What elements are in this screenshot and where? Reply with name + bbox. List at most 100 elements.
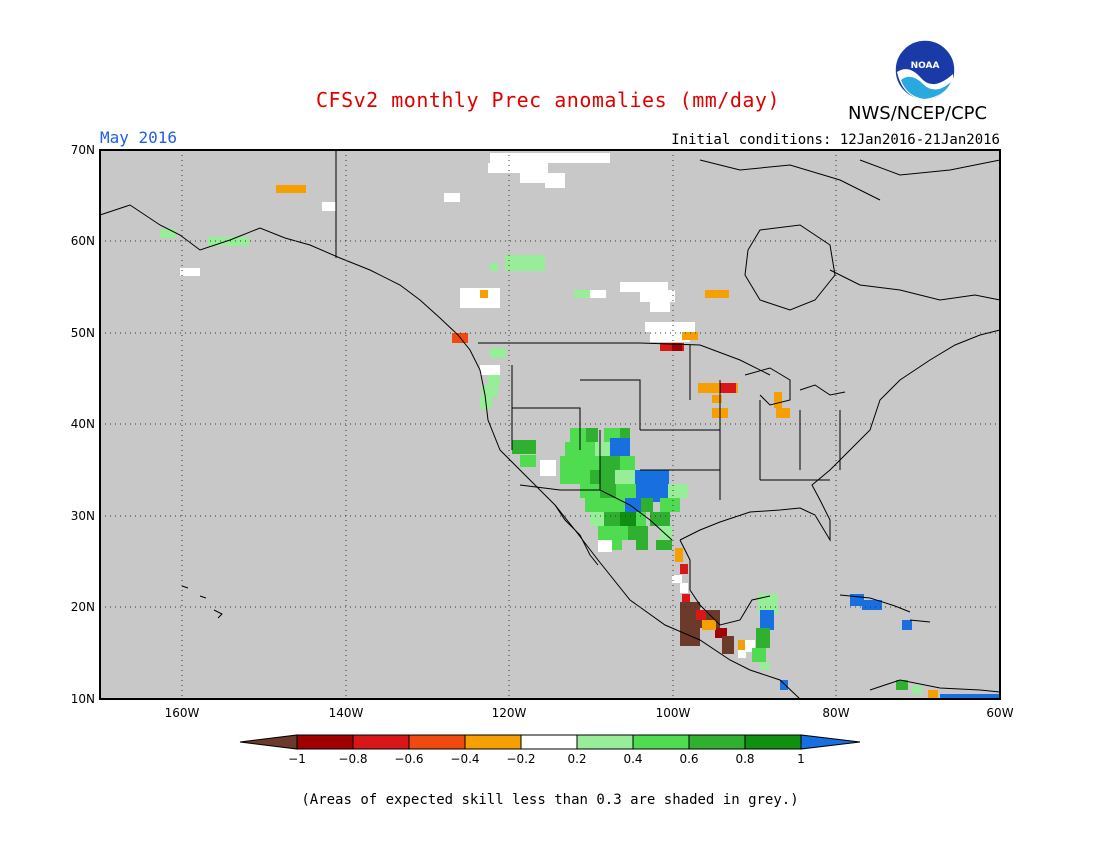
anomaly-cell <box>480 290 488 298</box>
anomaly-cell <box>656 540 672 550</box>
noaa-logo: NOAA <box>894 39 956 101</box>
colorbar-right-arrow <box>800 734 861 750</box>
colorbar-tick-label: −0.4 <box>450 752 479 766</box>
colorbar-tick-label: −1 <box>288 752 306 766</box>
lat-label: 20N <box>71 600 95 614</box>
anomaly-cell <box>640 290 675 302</box>
anomaly-cell <box>160 229 176 238</box>
lon-label: 140W <box>329 706 364 720</box>
anomaly-cell <box>650 512 670 526</box>
anomaly-cell <box>752 648 766 662</box>
anomaly-cell <box>590 470 615 484</box>
anomaly-cell <box>490 153 610 163</box>
colorbar <box>239 734 861 750</box>
lat-label: 60N <box>71 234 95 248</box>
map-frame <box>99 149 1001 700</box>
anomaly-cell <box>505 263 545 271</box>
anomaly-cell <box>636 540 648 550</box>
anomaly-cell <box>672 343 682 351</box>
colorbar-tick-label: 1 <box>797 752 805 766</box>
anomaly-cell <box>512 440 536 454</box>
anomaly-cell <box>680 602 700 646</box>
anomaly-cell <box>620 282 668 292</box>
lon-label: 100W <box>656 706 691 720</box>
anomaly-cell <box>488 163 548 173</box>
anomaly-cell <box>738 650 746 658</box>
colorbar-tick-label: 0.2 <box>567 752 586 766</box>
anomaly-cell <box>540 460 556 476</box>
anomaly-cell <box>615 470 635 484</box>
anomaly-cell <box>760 662 770 670</box>
lat-label: 70N <box>71 143 95 157</box>
anomaly-cell <box>595 442 610 456</box>
anomaly-cell <box>585 498 625 512</box>
anomaly-cell <box>322 202 336 211</box>
anomaly-cell <box>902 620 912 630</box>
anomaly-cell <box>756 628 770 648</box>
gridlines <box>100 150 1000 699</box>
anomaly-cell <box>912 686 922 694</box>
anomaly-cell <box>505 255 545 263</box>
anomaly-cell <box>586 428 598 442</box>
initial-conditions: Initial conditions: 12Jan2016-21Jan2016 <box>671 132 1000 148</box>
colorbar-tick-label: 0.8 <box>735 752 754 766</box>
colorbar-left-arrow <box>239 734 298 750</box>
lon-label: 60W <box>986 706 1013 720</box>
anomaly-cell <box>668 484 688 498</box>
caption: (Areas of expected skill less than 0.3 a… <box>301 792 799 808</box>
lat-label: 50N <box>71 326 95 340</box>
anomaly-cell <box>940 694 1000 699</box>
anomaly-cell <box>580 484 600 498</box>
svg-text:NOAA: NOAA <box>911 61 940 71</box>
lon-label: 80W <box>822 706 849 720</box>
anomaly-cell <box>660 498 680 512</box>
anomaly-cell <box>650 332 690 342</box>
agency-label: NWS/NCEP/CPC <box>848 103 988 124</box>
anomaly-cell <box>675 548 683 562</box>
lon-label: 120W <box>492 706 527 720</box>
colorbar-segment <box>576 734 634 750</box>
anomaly-cell <box>774 392 782 408</box>
anomaly-cell <box>680 583 688 593</box>
anomaly-cell <box>490 263 498 271</box>
anomaly-cell <box>680 564 688 574</box>
colorbar-tick-label: −0.6 <box>394 752 423 766</box>
anomaly-cell <box>896 680 908 690</box>
anomaly-cell <box>545 180 565 188</box>
anomaly-cell <box>928 690 938 698</box>
colorbar-tick-label: −0.2 <box>506 752 535 766</box>
anomaly-cell <box>650 300 670 312</box>
anomaly-cell <box>628 526 648 540</box>
anomaly-cell <box>598 540 612 552</box>
anomaly-cell <box>620 456 635 470</box>
forecast-month: May 2016 <box>100 128 178 147</box>
anomaly-cell <box>712 395 722 403</box>
colorbar-ticks: −1 −0.8 −0.6 −0.4 −0.2 0.2 0.4 0.6 0.8 1 <box>288 752 805 766</box>
anomaly-cell <box>612 540 622 550</box>
anomaly-cell <box>722 636 734 654</box>
colorbar-segment <box>464 734 522 750</box>
lat-label: 40N <box>71 417 95 431</box>
anomaly-cell <box>600 456 620 470</box>
anomaly-cell <box>760 610 774 630</box>
anomaly-cell <box>660 526 672 540</box>
anomaly-cell <box>641 498 653 512</box>
anomaly-cell <box>560 456 600 470</box>
anomaly-cell <box>574 290 590 298</box>
anomaly-cell <box>560 470 590 484</box>
anomaly-cell <box>570 428 586 442</box>
colorbar-segment <box>520 734 578 750</box>
anomaly-cell <box>598 526 628 540</box>
lat-label: 30N <box>71 509 95 523</box>
anomaly-cell <box>682 332 698 340</box>
anomaly-cell <box>490 348 506 358</box>
colorbar-tick-label: 0.4 <box>623 752 642 766</box>
anomaly-cell <box>776 408 790 418</box>
anomaly-cell <box>480 365 500 375</box>
coastlines <box>99 150 1001 700</box>
anomaly-cell <box>604 512 620 526</box>
anomaly-cell <box>645 322 695 332</box>
anomaly-cell <box>780 680 788 690</box>
lon-label: 160W <box>165 706 200 720</box>
